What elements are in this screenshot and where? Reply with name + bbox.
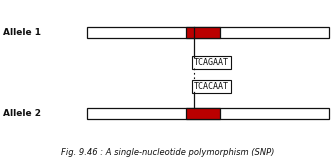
- Text: Allele 1: Allele 1: [3, 28, 41, 37]
- Bar: [87, 27, 329, 38]
- Bar: [186, 27, 220, 38]
- Text: TCACAAT: TCACAAT: [194, 82, 229, 91]
- Text: Fig. 9.46 : A single-nucleotide polymorphism (SNP): Fig. 9.46 : A single-nucleotide polymorp…: [61, 148, 275, 157]
- Bar: [87, 108, 329, 119]
- Bar: [186, 108, 220, 119]
- Text: Allele 2: Allele 2: [3, 109, 41, 118]
- Text: TCAGAAT: TCAGAAT: [194, 58, 229, 67]
